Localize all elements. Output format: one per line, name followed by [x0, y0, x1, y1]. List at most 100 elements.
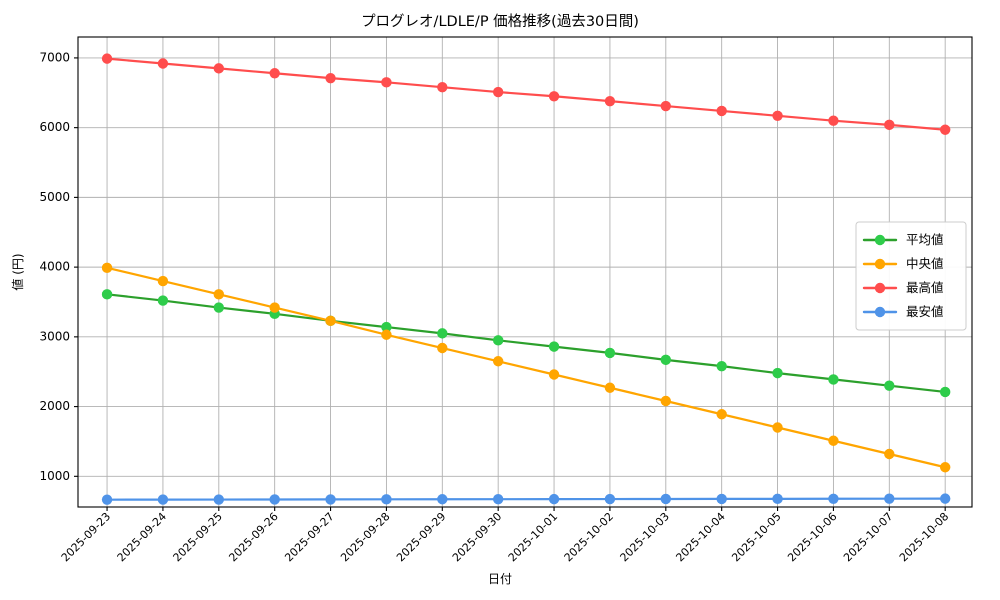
data-point	[548, 369, 560, 380]
x-tick-label: 2025-09-24	[115, 510, 169, 564]
series-2	[101, 262, 951, 473]
data-point	[828, 115, 839, 126]
data-point	[604, 382, 616, 393]
data-point	[437, 82, 448, 93]
data-point	[716, 409, 727, 420]
data-point	[437, 342, 448, 354]
legend-marker	[874, 282, 886, 294]
y-tick-label: 1000	[39, 469, 70, 483]
x-tick-label: 2025-10-04	[673, 510, 727, 564]
chart-title: プログレオ/LDLE/P 価格推移(過去30日間)	[361, 13, 639, 30]
data-point	[157, 275, 169, 287]
x-tick-label: 2025-09-30	[450, 510, 504, 564]
x-tick-label: 2025-09-26	[226, 510, 280, 564]
plot-area-border	[77, 36, 973, 508]
legend-marker	[874, 234, 886, 246]
x-tick-label: 2025-10-08	[897, 510, 951, 564]
data-point	[213, 289, 225, 300]
data-point	[381, 329, 392, 340]
data-point	[381, 494, 392, 505]
data-point	[660, 395, 672, 407]
data-point	[101, 262, 113, 274]
data-point	[716, 360, 727, 372]
x-axis-label: 日付	[488, 572, 512, 586]
series-line	[105, 293, 947, 394]
data-point	[157, 494, 169, 505]
series-4	[101, 493, 951, 505]
data-point	[325, 315, 336, 327]
x-tick-label: 2025-10-06	[785, 510, 839, 564]
legend-entry-2[interactable]: 中央値	[862, 256, 944, 271]
data-point	[884, 448, 895, 460]
data-point	[939, 124, 951, 135]
data-point	[381, 77, 392, 88]
legend-label: 中央値	[906, 256, 944, 271]
data-point	[939, 386, 951, 398]
data-point	[716, 105, 727, 117]
y-tick-label: 3000	[39, 329, 70, 343]
data-point	[604, 493, 616, 505]
data-point	[548, 493, 560, 505]
x-tick-label: 2025-10-07	[841, 510, 895, 564]
chart-axes-layer	[74, 36, 973, 511]
x-tick-label: 2025-10-05	[729, 510, 783, 564]
chart-series-layer	[101, 53, 951, 505]
legend-box	[855, 221, 967, 331]
x-tick-label: 2025-10-03	[618, 510, 672, 564]
data-point	[828, 493, 839, 504]
data-point	[213, 494, 225, 505]
data-point	[269, 68, 280, 79]
data-point	[828, 374, 839, 385]
data-point	[604, 347, 616, 359]
data-point	[213, 63, 225, 74]
data-point	[325, 494, 336, 505]
data-point	[492, 493, 504, 505]
data-point	[772, 493, 783, 505]
x-tick-label: 2025-09-23	[59, 510, 113, 564]
data-point	[884, 380, 895, 391]
x-tick-label: 2025-10-02	[562, 510, 616, 564]
series-line	[105, 497, 947, 501]
y-tick-label: 2000	[39, 399, 70, 413]
data-point	[660, 493, 672, 505]
data-point	[716, 493, 727, 505]
series-line	[105, 266, 947, 469]
x-tick-label: 2025-10-01	[506, 510, 560, 564]
legend-label: 最高値	[906, 280, 944, 295]
data-point	[772, 422, 783, 433]
data-point	[772, 110, 783, 121]
data-point	[660, 100, 672, 112]
legend-entry-4[interactable]: 最安値	[862, 304, 944, 319]
y-tick-label: 6000	[39, 120, 70, 134]
data-point	[884, 493, 895, 504]
series-3	[101, 53, 951, 135]
series-1	[101, 289, 951, 398]
data-point	[157, 58, 169, 69]
data-point	[269, 302, 280, 313]
legend-label: 平均値	[906, 232, 944, 247]
data-point	[437, 328, 448, 339]
data-point	[548, 341, 560, 352]
legend-label: 最安値	[906, 304, 944, 319]
y-tick-label: 4000	[39, 260, 70, 274]
data-point	[772, 367, 783, 379]
data-point	[157, 295, 169, 306]
data-point	[101, 494, 113, 505]
x-tick-label: 2025-09-28	[338, 510, 392, 564]
x-tick-label: 2025-09-29	[394, 510, 448, 564]
chart-grid-layer	[78, 37, 972, 507]
legend-marker	[874, 306, 886, 318]
data-point	[604, 95, 616, 107]
x-tick-label: 2025-09-27	[282, 510, 336, 564]
data-point	[939, 493, 951, 504]
legend-entry-1[interactable]: 平均値	[862, 232, 944, 247]
data-point	[492, 86, 504, 98]
data-point	[828, 435, 839, 446]
data-point	[548, 91, 560, 102]
legend-entry-3[interactable]: 最高値	[862, 280, 944, 295]
data-point	[660, 354, 672, 366]
data-point	[269, 494, 280, 505]
